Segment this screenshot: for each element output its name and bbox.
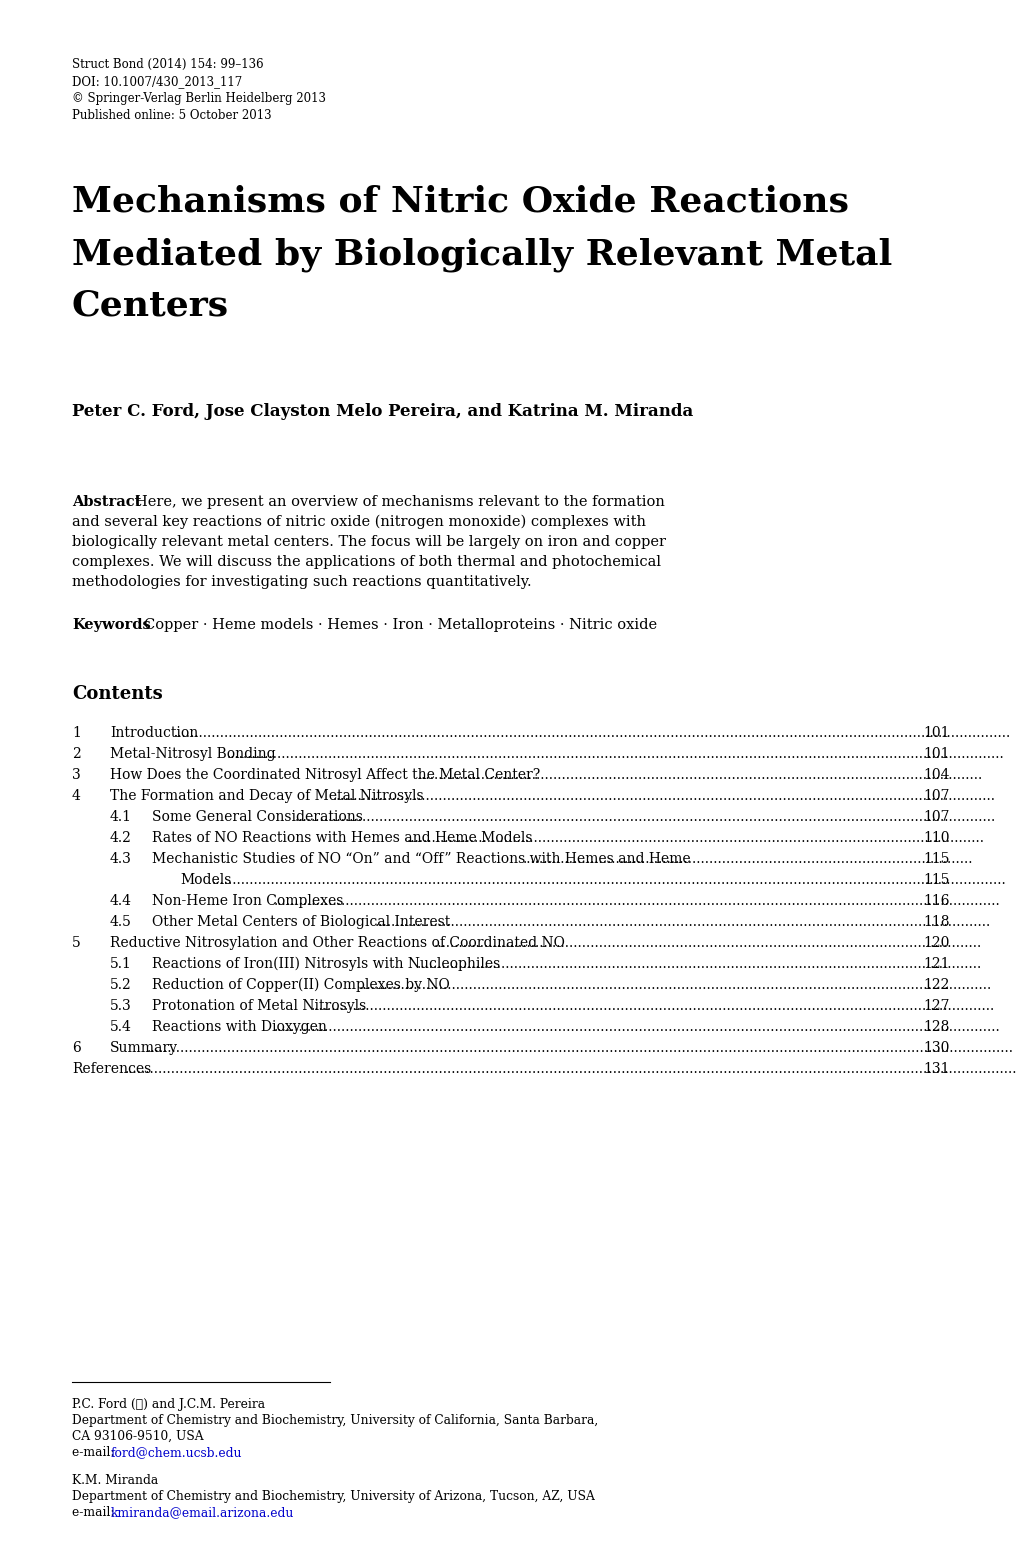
Text: Mediated by Biologically Relevant Metal: Mediated by Biologically Relevant Metal — [72, 237, 892, 272]
Text: 120: 120 — [923, 935, 949, 949]
Text: Reductive Nitrosylation and Other Reactions of Coordinated NO: Reductive Nitrosylation and Other Reacti… — [110, 935, 565, 949]
Text: Models: Models — [179, 873, 231, 887]
Text: ................................................................................: ........................................… — [374, 915, 989, 929]
Text: 128: 128 — [923, 1020, 949, 1034]
Text: ................................................................................: ........................................… — [406, 832, 983, 846]
Text: Non-Heme Iron Complexes: Non-Heme Iron Complexes — [152, 894, 343, 908]
Text: Reduction of Copper(II) Complexes by NO: Reduction of Copper(II) Complexes by NO — [152, 979, 449, 993]
Text: 121: 121 — [922, 957, 949, 971]
Text: ................................................................................: ........................................… — [274, 1020, 1000, 1034]
Text: 107: 107 — [922, 788, 949, 802]
Text: 5.1: 5.1 — [110, 957, 131, 971]
Text: Reactions of Iron(III) Nitrosyls with Nucleophiles: Reactions of Iron(III) Nitrosyls with Nu… — [152, 957, 499, 971]
Text: 110: 110 — [922, 832, 949, 846]
Text: ................................................................................: ........................................… — [523, 852, 972, 866]
Text: DOI: 10.1007/430_2013_117: DOI: 10.1007/430_2013_117 — [72, 76, 243, 88]
Text: ................................................................................: ........................................… — [433, 935, 980, 949]
Text: Here, we present an overview of mechanisms relevant to the formation: Here, we present an overview of mechanis… — [135, 495, 664, 509]
Text: 131: 131 — [922, 1062, 949, 1076]
Text: 104: 104 — [922, 768, 949, 782]
Text: ................................................................................: ........................................… — [226, 747, 1004, 761]
Text: 5: 5 — [72, 935, 81, 949]
Text: Copper · Heme models · Hemes · Iron · Metalloproteins · Nitric oxide: Copper · Heme models · Hemes · Iron · Me… — [144, 618, 656, 632]
Text: Rates of NO Reactions with Hemes and Heme Models: Rates of NO Reactions with Hemes and Hem… — [152, 832, 532, 846]
Text: 4.5: 4.5 — [110, 915, 131, 929]
Text: 6: 6 — [72, 1040, 81, 1054]
Text: Mechanisms of Nitric Oxide Reactions: Mechanisms of Nitric Oxide Reactions — [72, 186, 848, 220]
Text: 5.3: 5.3 — [110, 999, 131, 1013]
Text: Other Metal Centers of Biological Interest: Other Metal Centers of Biological Intere… — [152, 915, 449, 929]
Text: 107: 107 — [922, 810, 949, 824]
Text: Department of Chemistry and Biochemistry, University of Arizona, Tucson, AZ, USA: Department of Chemistry and Biochemistry… — [72, 1490, 594, 1503]
Text: 4.2: 4.2 — [110, 832, 131, 846]
Text: References: References — [72, 1062, 151, 1076]
Text: 101: 101 — [922, 727, 949, 741]
Text: ................................................................................: ........................................… — [417, 768, 981, 782]
Text: 115: 115 — [922, 873, 949, 887]
Text: kmiranda@email.arizona.edu: kmiranda@email.arizona.edu — [111, 1506, 293, 1520]
Text: 116: 116 — [922, 894, 949, 908]
Text: 4.3: 4.3 — [110, 852, 131, 866]
Text: Contents: Contents — [72, 685, 163, 703]
Text: ................................................................................: ........................................… — [311, 999, 995, 1013]
Text: biologically relevant metal centers. The focus will be largely on iron and coppe: biologically relevant metal centers. The… — [72, 535, 665, 549]
Text: CA 93106-9510, USA: CA 93106-9510, USA — [72, 1430, 204, 1442]
Text: ................................................................................: ........................................… — [147, 1040, 1013, 1054]
Text: 118: 118 — [922, 915, 949, 929]
Text: ................................................................................: ........................................… — [125, 1062, 1017, 1076]
Text: ................................................................................: ........................................… — [417, 957, 981, 971]
Text: © Springer-Verlag Berlin Heidelberg 2013: © Springer-Verlag Berlin Heidelberg 2013 — [72, 93, 326, 105]
Text: Department of Chemistry and Biochemistry, University of California, Santa Barbar: Department of Chemistry and Biochemistry… — [72, 1415, 598, 1427]
Text: methodologies for investigating such reactions quantitatively.: methodologies for investigating such rea… — [72, 575, 531, 589]
Text: ford@chem.ucsb.edu: ford@chem.ucsb.edu — [111, 1446, 243, 1459]
Text: and several key reactions of nitric oxide (nitrogen monoxide) complexes with: and several key reactions of nitric oxid… — [72, 515, 645, 529]
Text: The Formation and Decay of Metal Nitrosyls: The Formation and Decay of Metal Nitrosy… — [110, 788, 423, 802]
Text: ................................................................................: ........................................… — [274, 894, 1000, 908]
Text: complexes. We will discuss the applications of both thermal and photochemical: complexes. We will discuss the applicati… — [72, 555, 660, 569]
Text: ................................................................................: ........................................… — [294, 810, 996, 824]
Text: K.M. Miranda: K.M. Miranda — [72, 1473, 158, 1487]
Text: Published online: 5 October 2013: Published online: 5 October 2013 — [72, 110, 271, 122]
Text: 4: 4 — [72, 788, 81, 802]
Text: e-mail:: e-mail: — [72, 1446, 118, 1459]
Text: Metal-Nitrosyl Bonding: Metal-Nitrosyl Bonding — [110, 747, 275, 761]
Text: Abstract: Abstract — [72, 495, 142, 509]
Text: 5.2: 5.2 — [110, 979, 131, 993]
Text: Protonation of Metal Nitrosyls: Protonation of Metal Nitrosyls — [152, 999, 366, 1013]
Text: ................................................................................: ........................................… — [173, 727, 1010, 741]
Text: Keywords: Keywords — [72, 618, 151, 632]
Text: Peter C. Ford, Jose Clayston Melo Pereira, and Katrina M. Miranda: Peter C. Ford, Jose Clayston Melo Pereir… — [72, 404, 693, 421]
Text: 115: 115 — [922, 852, 949, 866]
Text: 130: 130 — [923, 1040, 949, 1054]
Text: ................................................................................: ........................................… — [359, 979, 991, 993]
Text: 5.4: 5.4 — [110, 1020, 131, 1034]
Text: P.C. Ford (✉) and J.C.M. Pereira: P.C. Ford (✉) and J.C.M. Pereira — [72, 1398, 265, 1411]
Text: ................................................................................: ........................................… — [212, 873, 1006, 887]
Text: Some General Considerations: Some General Considerations — [152, 810, 363, 824]
Text: Reactions with Dioxygen: Reactions with Dioxygen — [152, 1020, 326, 1034]
Text: 3: 3 — [72, 768, 81, 782]
Text: Introduction: Introduction — [110, 727, 198, 741]
Text: 122: 122 — [923, 979, 949, 993]
Text: 1: 1 — [72, 727, 81, 741]
Text: Summary: Summary — [110, 1040, 178, 1054]
Text: 4.1: 4.1 — [110, 810, 131, 824]
Text: How Does the Coordinated Nitrosyl Affect the Metal Center?: How Does the Coordinated Nitrosyl Affect… — [110, 768, 540, 782]
Text: 101: 101 — [922, 747, 949, 761]
Text: Centers: Centers — [72, 289, 229, 323]
Text: ................................................................................: ........................................… — [332, 788, 995, 802]
Text: Struct Bond (2014) 154: 99–136: Struct Bond (2014) 154: 99–136 — [72, 59, 263, 71]
Text: Mechanistic Studies of NO “On” and “Off” Reactions with Hemes and Heme: Mechanistic Studies of NO “On” and “Off”… — [152, 852, 690, 866]
Text: e-mail:: e-mail: — [72, 1506, 118, 1520]
Text: 127: 127 — [922, 999, 949, 1013]
Text: 2: 2 — [72, 747, 81, 761]
Text: 4.4: 4.4 — [110, 894, 131, 908]
